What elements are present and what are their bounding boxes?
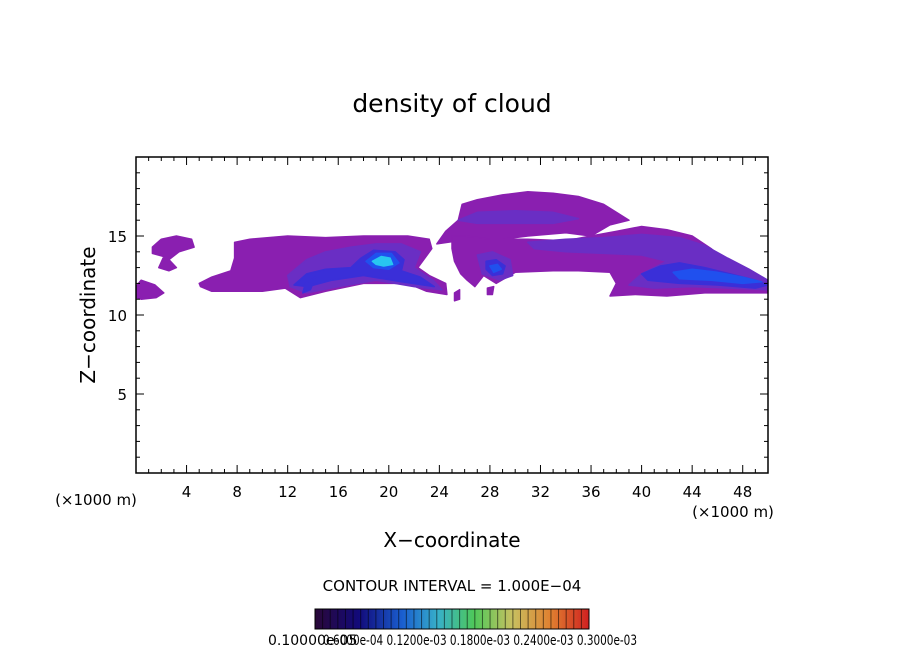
- y-axis-label: Z−coordinate: [76, 246, 100, 383]
- chart-title: density of cloud: [352, 89, 551, 118]
- density-region-outer: [151, 235, 195, 272]
- y-tick-labels: 5 10 15: [108, 228, 127, 404]
- axis-ticks: [136, 157, 768, 473]
- x-axis-label: X−coordinate: [383, 528, 520, 552]
- density-region-outer: [486, 285, 495, 296]
- x-unit-left: (×1000 m): [55, 491, 137, 509]
- density-region-peak: [371, 255, 394, 267]
- x-tick-label: 48: [733, 483, 752, 501]
- density-region-low: [457, 209, 580, 225]
- x-tick-labels: 4 8 12 16 20 24 28 32 36 40 44 48: [182, 483, 752, 501]
- x-tick-label: 28: [480, 483, 499, 501]
- density-region-mid: [302, 276, 317, 294]
- colorbar-min-label: 0.10000e-05: [268, 633, 357, 649]
- colorbar-tick-labels: 0.6000e-04 0.1200e-03 0.1800e-03 0.2400e…: [323, 633, 637, 649]
- x-tick-label: 20: [379, 483, 398, 501]
- x-tick-label: 8: [232, 483, 242, 501]
- x-tick-label: 16: [329, 483, 348, 501]
- x-tick-label: 44: [683, 483, 702, 501]
- x-tick-label: 36: [581, 483, 600, 501]
- x-tick-label: 24: [430, 483, 449, 501]
- density-region-mid: [293, 249, 436, 288]
- colorbar-contour-lines: [322, 609, 582, 629]
- y-tick-label: 15: [108, 228, 127, 246]
- density-region-outer: [136, 279, 165, 300]
- y-tick-label: 10: [108, 307, 127, 325]
- x-tick-label: 32: [531, 483, 550, 501]
- density-region-outer: [453, 288, 461, 302]
- density-region-high: [489, 263, 503, 274]
- contour-interval-label: CONTOUR INTERVAL = 1.000E−04: [323, 577, 582, 595]
- y-tick-label: 5: [117, 386, 127, 404]
- x-tick-label: 40: [632, 483, 651, 501]
- plot-frame: [135, 156, 769, 474]
- x-tick-label: 4: [182, 483, 192, 501]
- density-region-high: [672, 268, 763, 285]
- x-unit-right: (×1000 m): [692, 503, 774, 521]
- cloud-density-field: [136, 191, 768, 302]
- x-tick-label: 12: [278, 483, 297, 501]
